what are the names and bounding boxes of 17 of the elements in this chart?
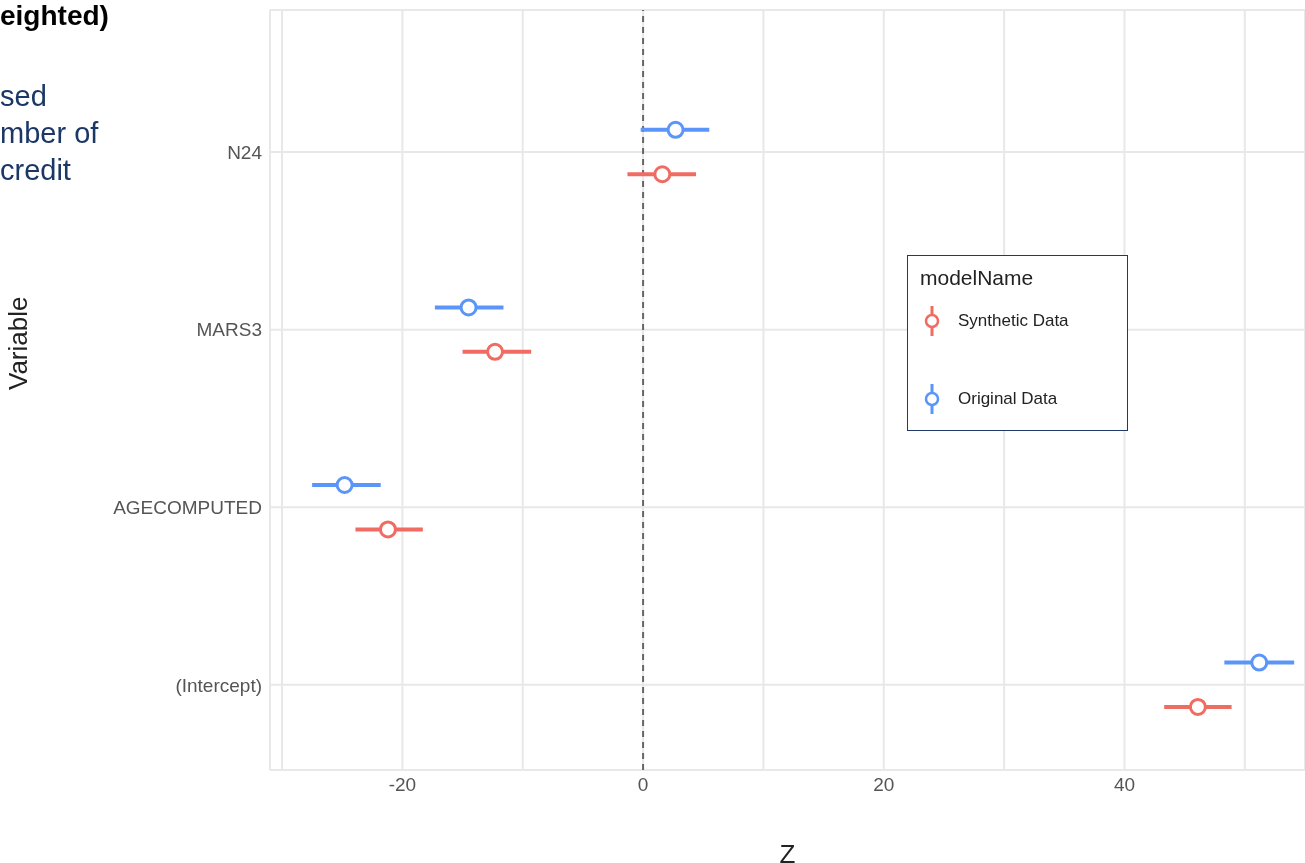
- text: mber of: [0, 116, 99, 151]
- y-tick-label: MARS3: [196, 319, 262, 341]
- x-axis-title: Z: [779, 839, 796, 863]
- x-tick-label: 0: [637, 774, 649, 796]
- y-tick-label: N24: [227, 141, 263, 163]
- x-tick-label: -20: [388, 774, 417, 796]
- chart-title: eighted): [0, 0, 109, 32]
- legend-label: Synthetic Data: [958, 311, 1069, 331]
- legend-label: Original Data: [958, 389, 1058, 409]
- x-tick-label: 40: [1113, 774, 1136, 796]
- y-axis-title: Variable: [3, 296, 34, 390]
- x-tick-label: 20: [873, 774, 895, 796]
- y-tick-label: AGECOMPUTED: [113, 496, 262, 518]
- y-tick-label: (Intercept): [175, 674, 262, 696]
- text: sed: [0, 79, 48, 114]
- legend-title: modelName: [920, 266, 1035, 290]
- text: credit: [0, 153, 72, 188]
